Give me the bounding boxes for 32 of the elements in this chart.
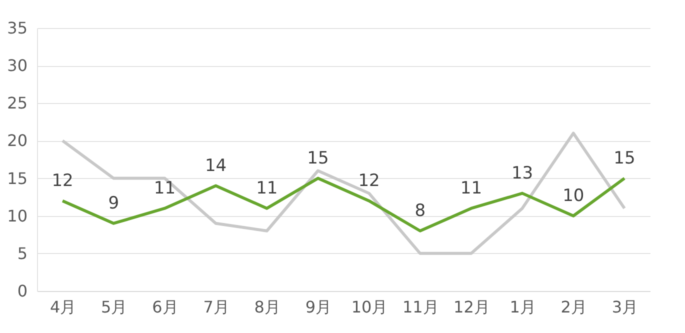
- y-tick-label: 0: [17, 282, 28, 300]
- x-tick-label: 9月: [305, 298, 332, 316]
- data-label: 13: [511, 163, 534, 184]
- y-tick-label: 5: [17, 244, 28, 263]
- data-label: 10: [562, 186, 584, 206]
- x-tick-label: 3月: [612, 298, 638, 316]
- x-tick-label: 1月: [510, 298, 536, 316]
- y-tick-label: 30: [7, 56, 28, 76]
- y-tick-label: 25: [7, 94, 28, 113]
- x-tick-label: 10月: [351, 298, 388, 316]
- data-label: 8: [414, 200, 426, 221]
- x-tick-label: 8月: [254, 298, 280, 316]
- x-tick-label: 6月: [152, 298, 178, 316]
- data-label: 15: [614, 148, 636, 168]
- x-tick-label: 2月: [560, 298, 587, 316]
- y-tick-label: 15: [7, 168, 28, 188]
- x-tick-label: 11月: [402, 298, 439, 316]
- data-label: 15: [307, 148, 329, 168]
- y-tick-label: 10: [7, 206, 28, 226]
- data-label: 12: [52, 170, 74, 191]
- data-label: 14: [204, 156, 227, 176]
- x-tick-label: 4月: [50, 298, 76, 316]
- y-tick-label: 20: [7, 131, 28, 150]
- data-label: 11: [256, 178, 278, 198]
- x-tick-label: 7月: [203, 298, 230, 316]
- x-tick-label: 12月: [454, 298, 490, 316]
- data-label: 11: [460, 178, 482, 198]
- data-label: 9: [108, 193, 120, 214]
- data-label: 11: [154, 178, 176, 198]
- x-tick-label: 5月: [101, 298, 128, 316]
- y-tick-label: 35: [7, 18, 28, 38]
- data-label: 12: [358, 170, 380, 191]
